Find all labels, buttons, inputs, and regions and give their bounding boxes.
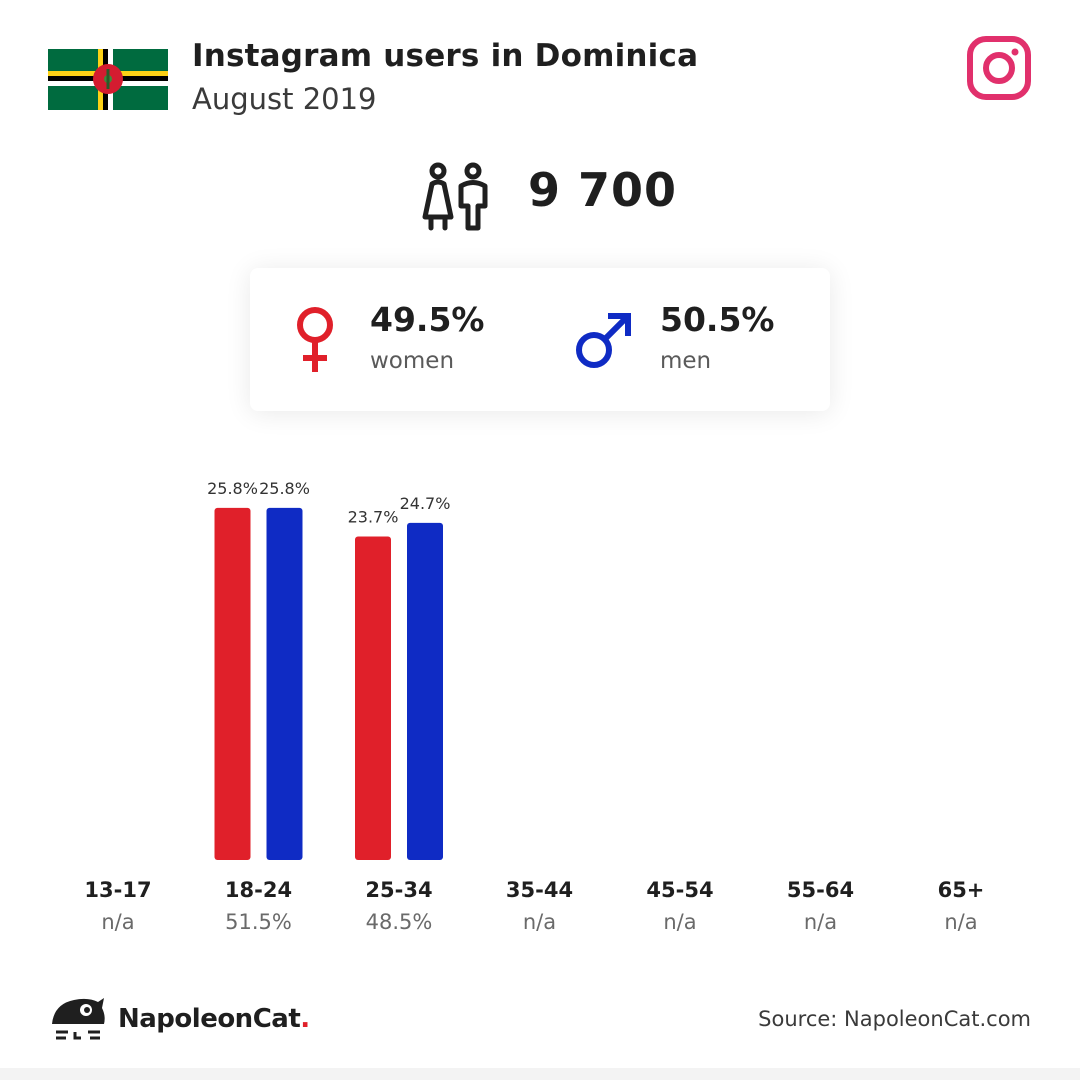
users-icon <box>422 162 488 231</box>
female-label: women <box>370 348 455 374</box>
women-bar <box>355 536 391 860</box>
brand-text: NapoleonCat <box>118 1004 301 1034</box>
age-group-total: n/a <box>522 910 557 934</box>
men-bar <box>407 522 443 860</box>
footer-bar <box>0 1068 1080 1080</box>
men-bar <box>266 507 303 860</box>
brand-dot: . <box>300 1004 310 1034</box>
age-group-label: 18-24 <box>224 878 293 902</box>
page-subtitle: August 2019 <box>192 82 377 116</box>
age-group-total: n/a <box>803 910 838 934</box>
age-group-total: 48.5% <box>365 910 433 934</box>
age-group-label: 13-17 <box>84 878 152 902</box>
dominica-flag-icon <box>48 49 168 110</box>
gender-card: 49.5% women 50.5% men <box>250 268 830 411</box>
napoleoncat-logo-icon <box>52 998 105 1040</box>
women-bar-label: 23.7% <box>348 507 399 526</box>
age-group-label: 65+ <box>937 878 985 902</box>
instagram-icon <box>967 36 1031 100</box>
women-bar-label: 25.8% <box>207 479 258 498</box>
age-group-label: 25-34 <box>365 878 433 902</box>
male-percentage: 50.5% <box>660 300 775 339</box>
age-group-total: n/a <box>101 910 135 934</box>
female-percentage: 49.5% <box>370 300 485 339</box>
age-group-total: 51.5% <box>225 910 292 934</box>
female-icon <box>297 307 333 372</box>
age-group-total: n/a <box>663 910 697 934</box>
total-users-value: 9 700 <box>528 163 678 217</box>
age-group-label: 55-64 <box>786 878 855 902</box>
age-group-total: n/a <box>944 910 978 934</box>
source-text: Source: NapoleonCat.com <box>758 1007 1031 1031</box>
women-bar <box>214 507 251 860</box>
page-title: Instagram users in Dominica <box>192 38 699 74</box>
brand-name: NapoleonCat. <box>118 1004 310 1034</box>
male-label: men <box>660 348 712 374</box>
age-group-label: 35-44 <box>505 878 574 902</box>
men-bar-label: 25.8% <box>259 479 310 498</box>
age-gender-bar-chart: 25.8% 25.8% 23.7%24.7% <box>207 479 451 860</box>
men-bar-label: 24.7% <box>400 494 451 513</box>
age-group-label: 45-54 <box>646 878 714 902</box>
male-icon <box>576 313 631 368</box>
